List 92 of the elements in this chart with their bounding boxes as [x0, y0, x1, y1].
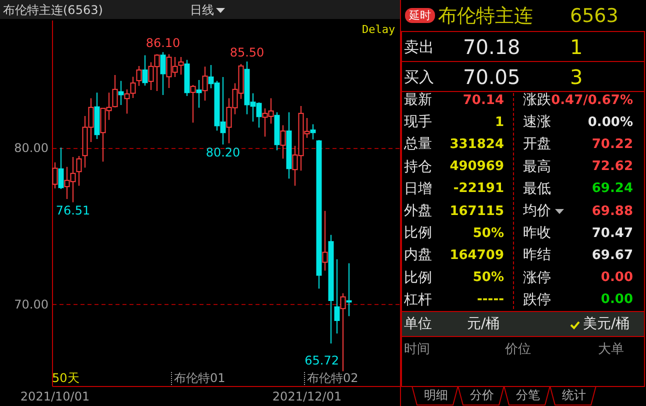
text: 现手: [404, 114, 432, 130]
candlestick: [322, 210, 328, 272]
text: 内盘: [404, 247, 432, 264]
candlestick: [142, 54, 148, 86]
text: 72.62: [592, 159, 633, 174]
chart-title: 布伦特主连(6563): [3, 3, 103, 17]
annotation: 65.72: [304, 353, 339, 368]
text: 分笔: [516, 388, 540, 402]
y-tick-label: 80.00: [14, 141, 48, 156]
candlestick: [118, 80, 124, 106]
annotation: 85.50: [230, 46, 264, 60]
text: 0.00%: [588, 114, 633, 130]
text: 买入: [404, 68, 434, 86]
candlestick: [346, 262, 352, 317]
annotation: 80.20: [206, 146, 240, 160]
text: 70.22: [592, 136, 633, 152]
text: 0.00: [600, 292, 633, 308]
text: 单位: [404, 316, 432, 332]
chart-subtitle: 日线: [190, 3, 214, 17]
text: 0.47/0.67%: [551, 92, 633, 108]
text: 卖出: [404, 38, 434, 56]
text: 1: [570, 35, 583, 59]
text: 331824: [450, 136, 504, 152]
text: 昨收: [523, 225, 551, 242]
candlestick: [280, 124, 286, 160]
text: 均价: [523, 203, 551, 219]
annotation: 76.51: [56, 203, 90, 218]
text: 69.88: [592, 204, 633, 218]
text: 持仓: [404, 158, 432, 175]
text: 最高: [523, 158, 551, 175]
text: 3: [570, 65, 583, 89]
text: 167115: [450, 204, 504, 218]
candlestick: [58, 147, 64, 190]
text: 69.67: [592, 248, 633, 263]
text: 外盘: [404, 203, 432, 219]
text: 统计: [562, 388, 586, 402]
text: 70.18: [463, 35, 520, 59]
text: -----: [477, 292, 504, 308]
text: 分价: [470, 388, 494, 402]
text: -22191: [453, 181, 504, 196]
text: 50%: [472, 270, 504, 286]
candlestick: [202, 66, 208, 102]
text: 元/桶: [467, 316, 500, 332]
text: 490969: [450, 159, 504, 174]
candlestick: [310, 124, 316, 140]
candlestick: [190, 84, 196, 124]
text: 日增: [404, 180, 432, 197]
text: 164709: [450, 248, 504, 263]
candlestick: [52, 162, 58, 189]
text: Delay: [362, 22, 396, 36]
text: 70.47: [592, 226, 633, 241]
text: 开盘: [523, 136, 551, 152]
text: 最低: [523, 180, 551, 197]
candlestick: [160, 52, 166, 96]
candlestick: [112, 74, 118, 108]
text: 最新: [404, 92, 432, 108]
text: 总量: [404, 136, 432, 152]
candlestick: [340, 292, 346, 372]
candlestick: [178, 56, 184, 76]
text: 跌停: [523, 292, 551, 308]
annotation: 50天: [52, 371, 80, 385]
text: 布伦特主连: [438, 4, 533, 26]
text: 0.00: [600, 270, 633, 286]
text: 涨跌: [523, 92, 551, 108]
candlestick: [334, 258, 340, 334]
x-tick-label: 2021/12/01: [272, 390, 342, 404]
text: 速涨: [523, 114, 551, 130]
text: 杠杆: [404, 292, 432, 308]
candlestick: [76, 155, 82, 186]
text: 50%: [472, 226, 504, 241]
text: 1: [494, 114, 504, 130]
x-tick-label: 2021/10/01: [20, 390, 90, 404]
text: 延时: [405, 8, 435, 22]
text: 比例: [404, 270, 432, 286]
text: 6563: [570, 4, 618, 26]
text: 70.14: [462, 92, 504, 108]
candlestick: [136, 66, 142, 86]
text: 涨停: [523, 270, 551, 286]
text: 价位: [505, 342, 531, 356]
annotation: 布伦特01: [174, 371, 226, 385]
text: 明细: [424, 388, 448, 402]
text: 时间: [404, 342, 430, 356]
annotation: 布伦特02: [307, 371, 358, 385]
annotation: 86.10: [146, 36, 180, 50]
text: 美元/桶: [583, 316, 630, 332]
y-tick-label: 70.00: [14, 298, 48, 312]
text: 昨结: [523, 247, 551, 264]
text: 70.05: [463, 65, 520, 89]
text: 69.24: [592, 181, 633, 196]
candlestick: [196, 79, 202, 108]
text: 比例: [404, 225, 432, 242]
text: 大单: [598, 342, 624, 356]
